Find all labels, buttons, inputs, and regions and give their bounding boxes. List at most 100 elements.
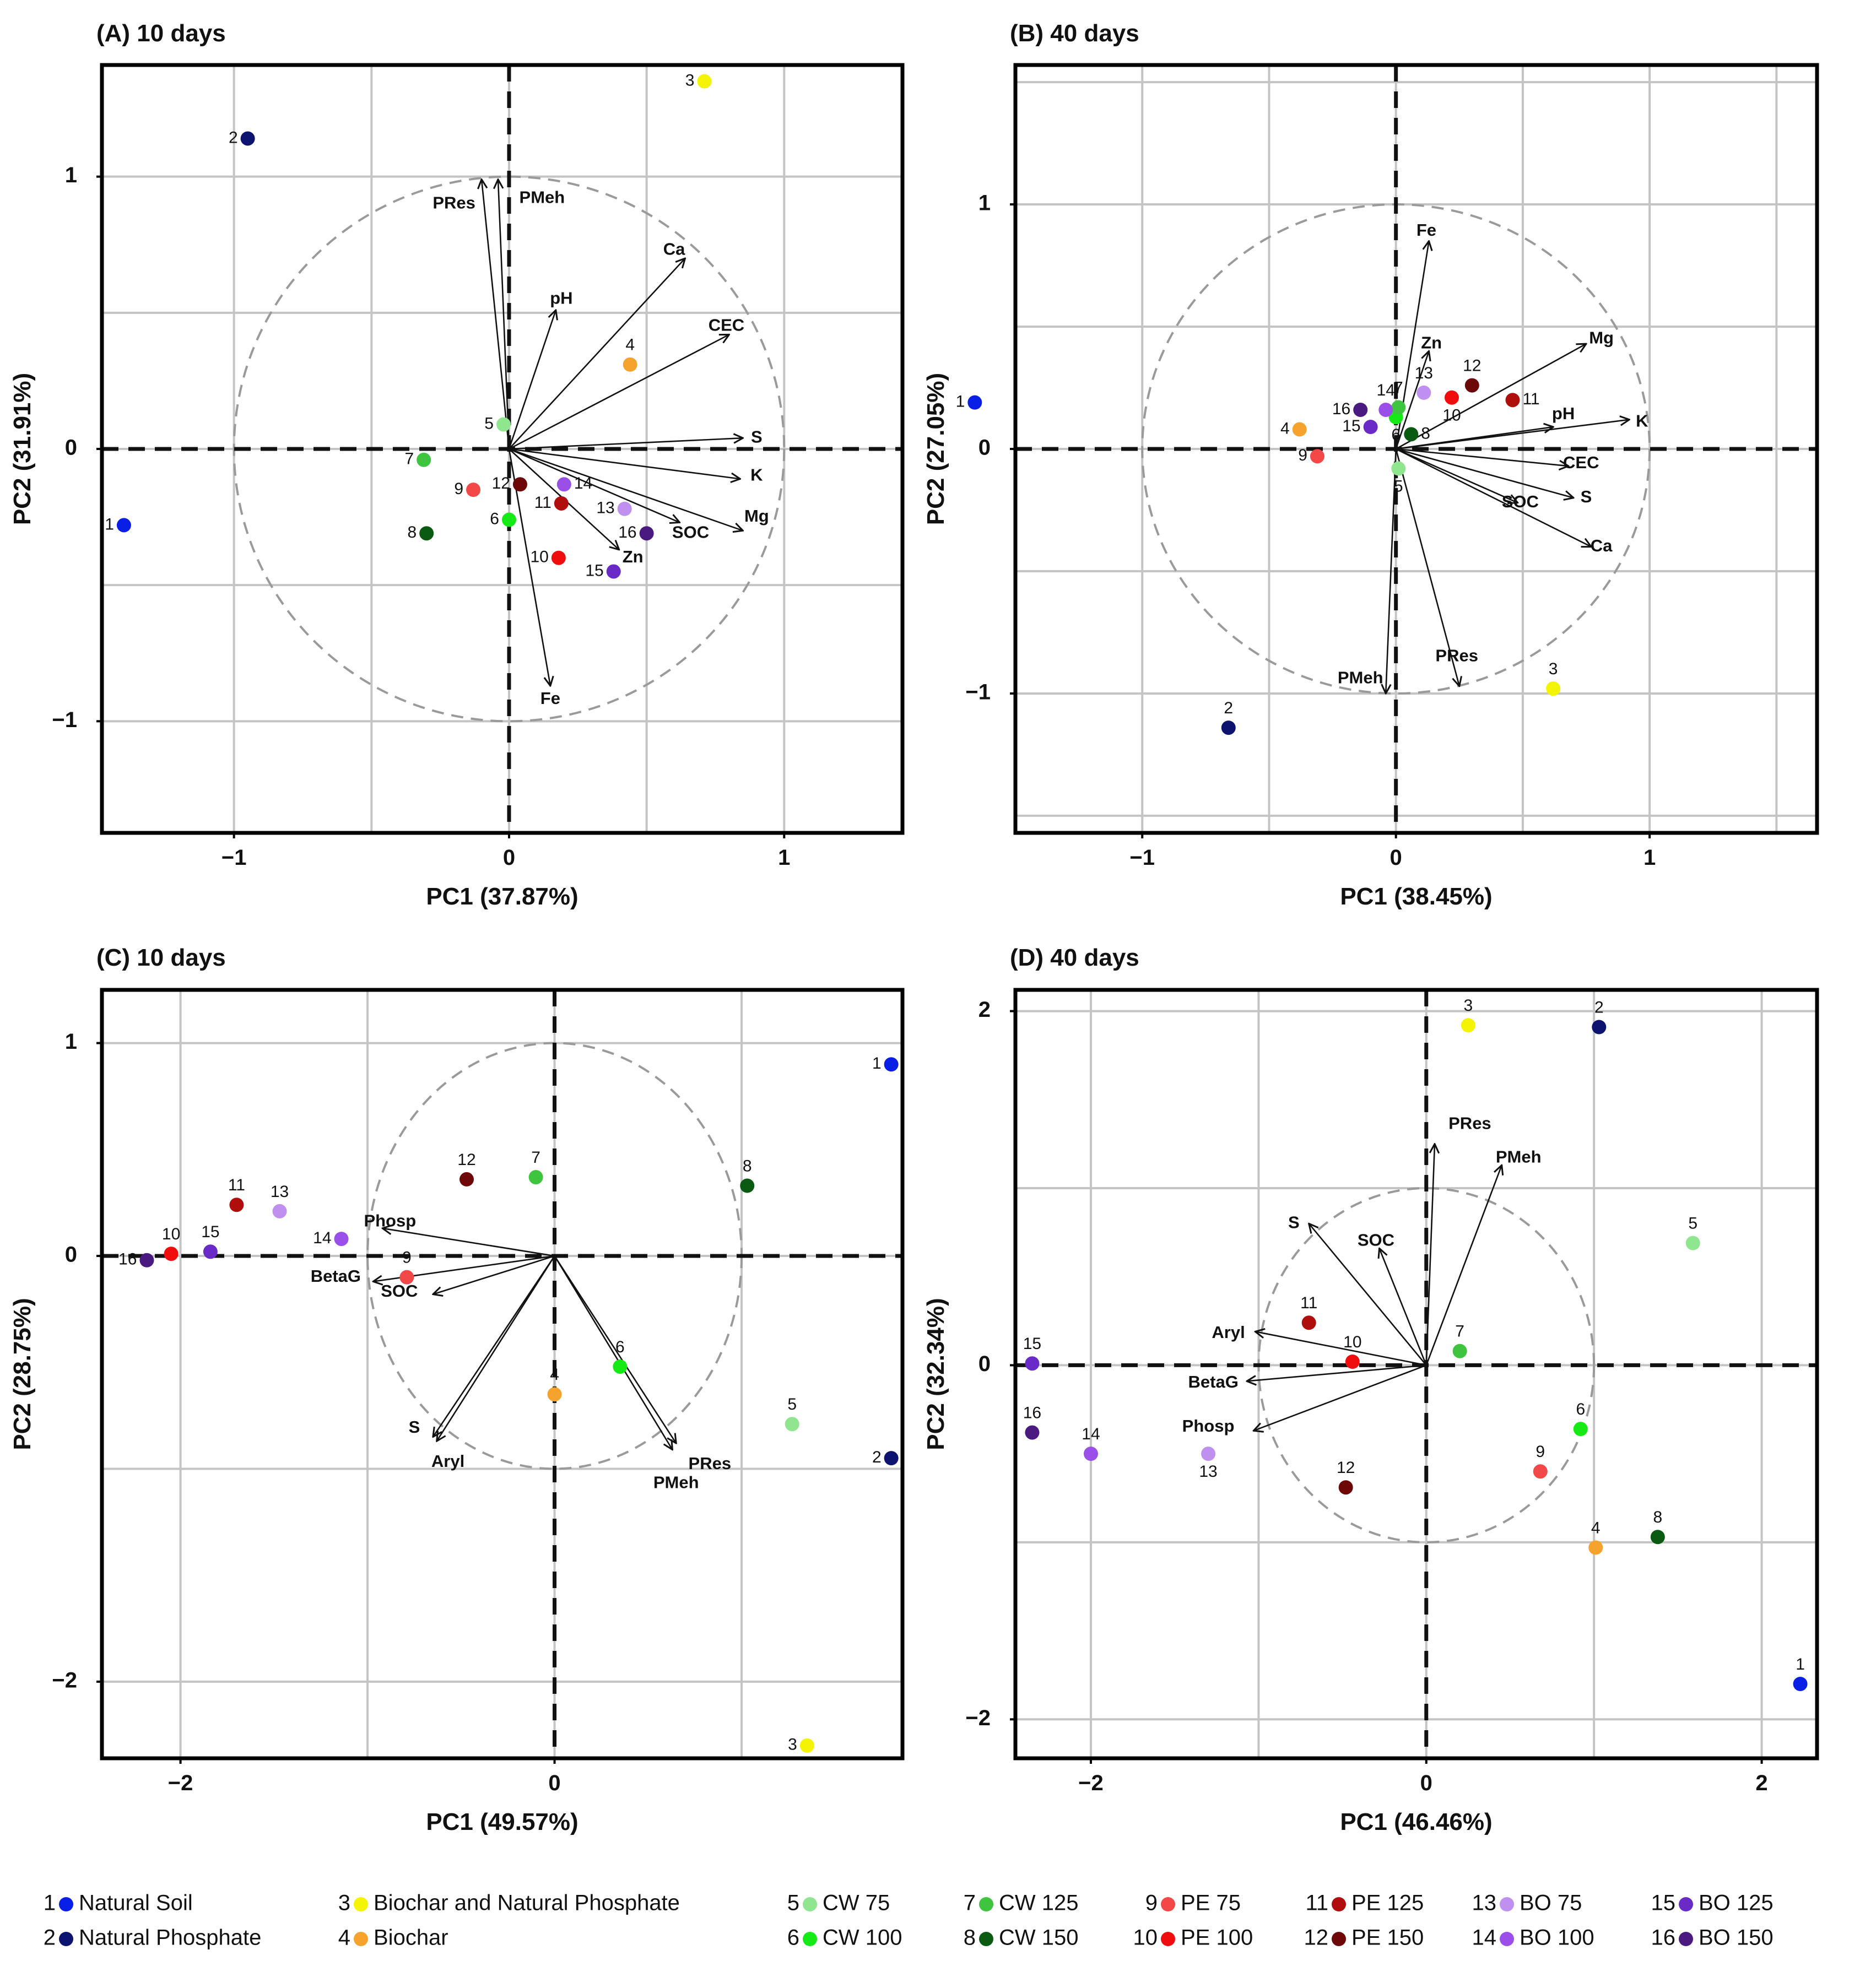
sample-point-10 (1345, 1355, 1360, 1369)
sample-point-8 (740, 1178, 755, 1193)
loading-vector-soc (1380, 1248, 1427, 1366)
loading-vector-ca (1396, 448, 1592, 547)
legend-label: PE 125 (1351, 1891, 1424, 1915)
sample-point-16 (1353, 402, 1368, 417)
sample-label-13: 13 (271, 1183, 289, 1201)
vector-label-pres: PRes (432, 193, 475, 212)
sample-label-15: 15 (201, 1223, 219, 1241)
loading-vector-s (1396, 448, 1574, 498)
legend-number: 3 (338, 1891, 350, 1915)
y-tick-label: 1 (65, 163, 77, 187)
y-axis-label: PC2 (28.75%) (9, 1298, 36, 1450)
sample-label-16: 16 (1023, 1404, 1041, 1422)
loading-vector-pres (554, 1255, 677, 1443)
sample-point-2 (1592, 1020, 1607, 1034)
sample-label-1: 1 (1796, 1655, 1805, 1673)
legend-number: 9 (1145, 1891, 1158, 1915)
legend-label: CW 150 (999, 1926, 1079, 1950)
legend-number: 2 (44, 1926, 56, 1950)
legend-number: 13 (1472, 1891, 1497, 1915)
sample-label-4: 4 (1280, 419, 1290, 437)
y-axis-label: PC2 (31.91%) (9, 373, 36, 525)
legend-marker (1679, 1897, 1693, 1911)
legend-item-11: 11 PE 125 (1305, 1891, 1424, 1915)
legend-item-7: 7 CW 125 (964, 1891, 1079, 1915)
sample-point-6 (1573, 1422, 1588, 1437)
sample-point-3 (697, 74, 712, 89)
sample-point-9 (1533, 1464, 1548, 1479)
legend-label: CW 75 (823, 1891, 890, 1915)
loading-vector-mg (1396, 344, 1586, 450)
sample-point-13 (272, 1204, 287, 1218)
legend-number: 5 (787, 1891, 799, 1915)
sample-point-14 (556, 477, 571, 492)
vector-label-k: K (1636, 411, 1648, 430)
sample-point-5 (785, 1417, 799, 1432)
sample-point-15 (606, 564, 621, 579)
vector-label-pres: PRes (1448, 1113, 1491, 1133)
loading-vector-k (509, 448, 740, 479)
x-axis-label: PC1 (37.87%) (426, 883, 578, 910)
legend-label: PE 100 (1181, 1926, 1253, 1950)
vector-label-zn: Zn (1421, 333, 1442, 352)
sample-point-9 (466, 483, 481, 497)
loading-vector-pmeh (1386, 448, 1397, 694)
sample-label-12: 12 (457, 1151, 475, 1169)
legend-label: BO 75 (1520, 1891, 1582, 1915)
legend-number: 11 (1305, 1891, 1328, 1915)
sample-label-5: 5 (1688, 1215, 1697, 1233)
x-tick-label: 0 (1390, 846, 1402, 870)
panel-d: PResPMehSSOCArylBetaGPhosp12345678910111… (922, 944, 1819, 1835)
sample-label-5: 5 (484, 414, 494, 432)
sample-label-9: 9 (1298, 446, 1307, 464)
sample-label-2: 2 (1224, 699, 1233, 717)
sample-label-13: 13 (1199, 1462, 1217, 1481)
legend-marker (803, 1897, 817, 1911)
vector-label-pres: PRes (689, 1454, 732, 1473)
legend-marker (59, 1897, 73, 1911)
panel-title: (B) 40 days (1010, 20, 1139, 47)
loading-vector-ca (509, 258, 685, 449)
y-tick-label: −2 (965, 1706, 991, 1730)
sample-point-14 (1378, 402, 1393, 417)
sample-label-6: 6 (1576, 1400, 1585, 1418)
sample-label-14: 14 (1082, 1425, 1100, 1443)
legend-number: 15 (1651, 1891, 1676, 1915)
vector-label-s: S (409, 1417, 420, 1437)
sample-label-10: 10 (162, 1225, 180, 1243)
sample-point-5 (496, 417, 511, 432)
sample-point-5 (1685, 1236, 1700, 1250)
loading-vector-aryl (437, 1255, 555, 1441)
x-tick-label: −1 (221, 846, 247, 870)
sample-label-16: 16 (1332, 400, 1350, 418)
legend-marker (1161, 1897, 1175, 1911)
vector-label-soc: SOC (381, 1281, 418, 1301)
y-tick-label: −1 (52, 708, 77, 732)
legend-label: BO 100 (1520, 1926, 1594, 1950)
sample-point-11 (1301, 1315, 1316, 1330)
legend-item-4: 4 Biochar (338, 1926, 448, 1950)
sample-label-8: 8 (408, 523, 417, 541)
x-tick-label: 2 (1755, 1771, 1767, 1795)
legend-number: 14 (1472, 1926, 1497, 1950)
vector-label-soc: SOC (672, 522, 709, 541)
sample-point-1 (1793, 1677, 1808, 1691)
x-tick-label: −2 (168, 1771, 193, 1795)
sample-label-2: 2 (872, 1448, 882, 1466)
sample-label-3: 3 (1464, 996, 1473, 1015)
sample-label-11: 11 (1300, 1294, 1317, 1312)
sample-point-3 (1546, 681, 1561, 696)
legend-marker (354, 1897, 368, 1911)
sample-point-13 (617, 501, 632, 516)
legend-label: Natural Soil (79, 1891, 193, 1915)
vector-label-pmeh: PMeh (520, 187, 565, 207)
loading-vector-pmeh (498, 180, 510, 449)
sample-point-12 (459, 1172, 474, 1187)
panel-title: (D) 40 days (1010, 944, 1139, 971)
sample-point-1 (884, 1057, 899, 1072)
sample-label-13: 13 (1415, 364, 1433, 382)
sample-point-13 (1417, 385, 1431, 400)
y-tick-label: 0 (978, 1352, 991, 1376)
